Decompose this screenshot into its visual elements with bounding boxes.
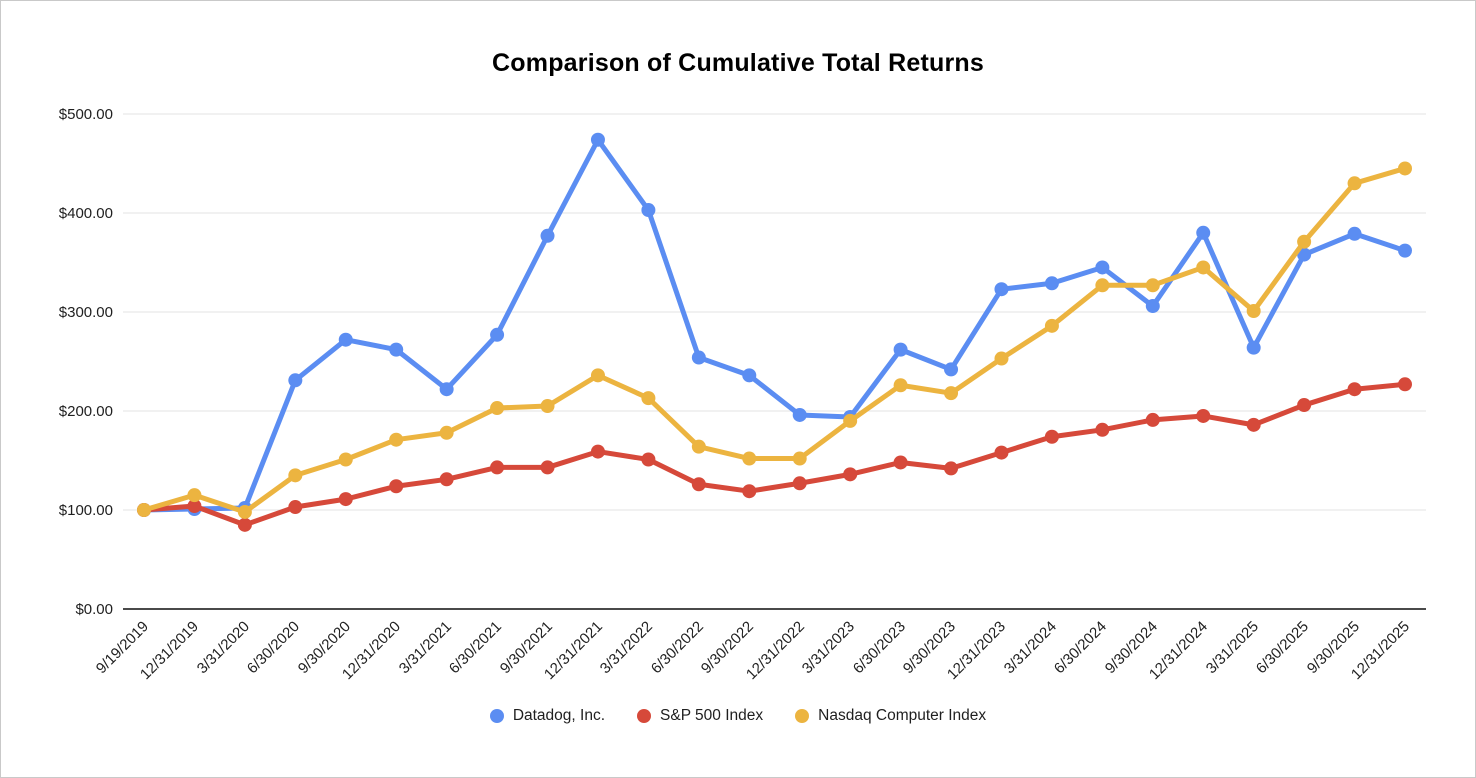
data-point[interactable] bbox=[1246, 304, 1261, 319]
data-point[interactable] bbox=[237, 504, 252, 519]
data-point[interactable] bbox=[843, 467, 858, 482]
y-tick-label: $100.00 bbox=[59, 502, 113, 519]
data-point[interactable] bbox=[137, 503, 151, 517]
data-point[interactable] bbox=[1145, 299, 1160, 314]
data-point[interactable] bbox=[994, 351, 1009, 366]
data-point[interactable] bbox=[742, 484, 757, 499]
data-point[interactable] bbox=[389, 432, 404, 447]
chart-title: Comparison of Cumulative Total Returns bbox=[492, 49, 984, 77]
data-point[interactable] bbox=[1297, 234, 1312, 249]
y-tick-label: $500.00 bbox=[59, 106, 113, 123]
data-point[interactable] bbox=[490, 401, 505, 416]
data-point[interactable] bbox=[288, 468, 303, 483]
data-point[interactable] bbox=[792, 451, 807, 466]
data-point[interactable] bbox=[1347, 176, 1362, 191]
data-point[interactable] bbox=[1095, 260, 1110, 275]
y-tick-label: $300.00 bbox=[59, 304, 113, 321]
data-point[interactable] bbox=[893, 342, 908, 357]
data-point[interactable] bbox=[1347, 226, 1362, 241]
data-point[interactable] bbox=[843, 413, 858, 428]
data-point[interactable] bbox=[994, 282, 1009, 297]
data-point[interactable] bbox=[1196, 225, 1211, 240]
data-point[interactable] bbox=[187, 499, 202, 514]
data-point[interactable] bbox=[641, 452, 656, 467]
data-point[interactable] bbox=[1145, 278, 1160, 293]
data-point[interactable] bbox=[641, 391, 656, 406]
data-point[interactable] bbox=[540, 460, 555, 475]
data-point[interactable] bbox=[389, 479, 404, 494]
data-point[interactable] bbox=[1297, 247, 1312, 262]
data-point[interactable] bbox=[691, 439, 706, 454]
data-point[interactable] bbox=[1095, 278, 1110, 293]
series-line bbox=[141, 165, 1408, 515]
legend-series-label: S&P 500 Index bbox=[660, 707, 764, 724]
data-point[interactable] bbox=[1398, 243, 1412, 258]
data-point[interactable] bbox=[1196, 260, 1211, 275]
data-point[interactable] bbox=[1398, 377, 1412, 392]
data-point[interactable] bbox=[590, 132, 605, 147]
data-point[interactable] bbox=[540, 399, 555, 414]
legend-series-label: Nasdaq Computer Index bbox=[818, 707, 987, 724]
data-point[interactable] bbox=[1246, 340, 1261, 355]
legend-series-label: Datadog, Inc. bbox=[512, 707, 606, 724]
data-point[interactable] bbox=[1196, 408, 1211, 423]
data-point[interactable] bbox=[994, 445, 1009, 460]
data-point[interactable] bbox=[1095, 422, 1110, 437]
y-tick-label: $200.00 bbox=[59, 403, 113, 420]
data-point[interactable] bbox=[742, 368, 757, 383]
data-point[interactable] bbox=[1044, 318, 1059, 333]
data-point[interactable] bbox=[1347, 382, 1362, 397]
data-point[interactable] bbox=[1246, 417, 1261, 432]
data-point[interactable] bbox=[893, 378, 908, 393]
data-point[interactable] bbox=[237, 517, 252, 532]
data-point[interactable] bbox=[490, 327, 505, 342]
data-point[interactable] bbox=[288, 373, 303, 388]
y-tick-label: $400.00 bbox=[59, 205, 113, 222]
data-point[interactable] bbox=[893, 455, 908, 470]
data-point[interactable] bbox=[439, 472, 454, 487]
series-line bbox=[141, 137, 1408, 513]
data-point[interactable] bbox=[490, 460, 505, 475]
data-point[interactable] bbox=[944, 386, 959, 401]
data-point[interactable] bbox=[288, 500, 303, 515]
data-point[interactable] bbox=[1297, 398, 1312, 413]
data-point[interactable] bbox=[944, 362, 959, 377]
data-point[interactable] bbox=[338, 492, 353, 507]
data-point[interactable] bbox=[1044, 276, 1059, 291]
data-point[interactable] bbox=[792, 476, 807, 491]
data-point[interactable] bbox=[439, 382, 454, 397]
data-point[interactable] bbox=[742, 451, 757, 466]
chart-legend: Datadog, Inc. S&P 500 Index Nasdaq Compute… bbox=[1, 707, 1475, 725]
legend-series-dot-icon bbox=[795, 709, 810, 723]
legend-series-dot-icon bbox=[637, 709, 652, 723]
data-point[interactable] bbox=[691, 350, 706, 365]
data-point[interactable] bbox=[338, 332, 353, 347]
data-point[interactable] bbox=[439, 425, 454, 440]
data-point[interactable] bbox=[1044, 429, 1059, 444]
data-point[interactable] bbox=[641, 203, 656, 218]
data-point[interactable] bbox=[944, 461, 959, 476]
legend-series-dot-icon bbox=[489, 709, 504, 723]
data-point[interactable] bbox=[590, 444, 605, 459]
legend-item[interactable]: Datadog, Inc. bbox=[489, 707, 606, 725]
y-tick-label: $0.00 bbox=[75, 601, 113, 618]
data-point[interactable] bbox=[389, 342, 404, 357]
legend-item[interactable]: S&P 500 Index bbox=[637, 707, 763, 725]
data-point[interactable] bbox=[792, 407, 807, 422]
data-point[interactable] bbox=[691, 477, 706, 492]
data-point[interactable] bbox=[1398, 161, 1412, 176]
data-point[interactable] bbox=[540, 228, 555, 243]
data-point[interactable] bbox=[187, 488, 202, 503]
series-line bbox=[141, 381, 1408, 528]
data-point[interactable] bbox=[590, 368, 605, 383]
data-point[interactable] bbox=[1145, 412, 1160, 427]
data-point[interactable] bbox=[338, 452, 353, 467]
legend-item[interactable]: Nasdaq Computer Index bbox=[795, 707, 986, 725]
